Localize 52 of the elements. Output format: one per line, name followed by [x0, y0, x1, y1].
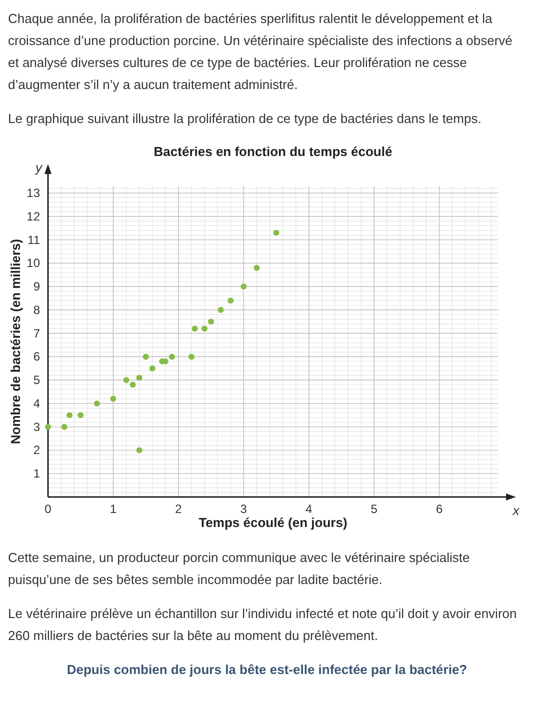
point	[123, 377, 130, 384]
point	[254, 264, 260, 271]
x-axis-title: Temps écoulé (en jours)	[198, 515, 348, 530]
y-tick-label: 6	[33, 350, 40, 364]
point	[130, 382, 136, 388]
text: x	[512, 503, 520, 518]
point	[218, 306, 224, 313]
point	[66, 412, 73, 418]
y-tick-label: 11	[28, 232, 40, 247]
point	[45, 424, 51, 430]
y-tick-label: 2	[33, 443, 40, 458]
point	[188, 354, 194, 360]
y-tick-label: 13	[26, 186, 40, 200]
y-tick-label: 3	[33, 420, 40, 434]
text: Depuis combien de jours la bête est-elle infectée par la bactérie?	[66, 661, 468, 679]
text: Cette semaine, un producteur porcin communique avec le vétérinaire spécialiste puisqu’une de ses bêtes semble incommodée par ladite bactérie.	[8, 549, 471, 589]
x-tick-label: 5	[370, 502, 378, 516]
point	[168, 354, 175, 360]
x-tick-label: 3	[240, 502, 248, 516]
point	[136, 374, 142, 381]
point	[228, 298, 234, 304]
y-axis-title: Nombre de bactéries (en milliers)	[8, 238, 23, 444]
point	[149, 365, 156, 372]
point	[61, 424, 68, 430]
point	[142, 354, 149, 360]
y-tick-label: 5	[33, 373, 40, 388]
text: Chaque année, la prolifération de bactéries sperlifitus ralentit le développement et la croissance d’une production porcine. Un vétérinaire spécialiste des infections a observé et analysé diverses cultures de ce type de bactéries. Leur prolifération ne cesse d’augmenter s’il n’y a aucun traitement administré.	[8, 10, 514, 94]
x-tick-label: 1	[110, 502, 117, 516]
point	[192, 326, 198, 332]
chart-title: Bactéries en fonction du temps écoulé	[154, 144, 392, 159]
y-tick-label: 12	[26, 209, 40, 224]
y-tick-label: 10	[26, 256, 40, 270]
x-tick-label: 0	[44, 502, 52, 516]
y-tick-label: 7	[33, 326, 40, 340]
x-tick-label: 6	[436, 502, 443, 516]
point	[78, 412, 84, 418]
y-tick-label: 9	[33, 280, 40, 294]
point	[240, 284, 247, 290]
y-tick-label: 4	[33, 396, 40, 410]
text: y	[34, 160, 44, 175]
point	[94, 400, 100, 406]
x-tick-label: 2	[175, 502, 182, 516]
point	[208, 318, 214, 325]
x-tick-label: 4	[306, 502, 313, 516]
point	[110, 396, 116, 402]
point	[273, 230, 280, 236]
y-tick-label: 8	[33, 302, 40, 317]
point	[202, 326, 208, 332]
text: Le graphique suivant illustre la prolifération de ce type de bactéries dans le temps.	[8, 110, 482, 128]
point	[136, 447, 142, 454]
text: Le vétérinaire prélève un échantillon sur l’individu infecté et note qu’il doit y avoir environ 260 milliers de bactéries sur la bête au moment du prélèvement.	[8, 605, 518, 645]
y-tick-label: 1	[33, 466, 40, 481]
